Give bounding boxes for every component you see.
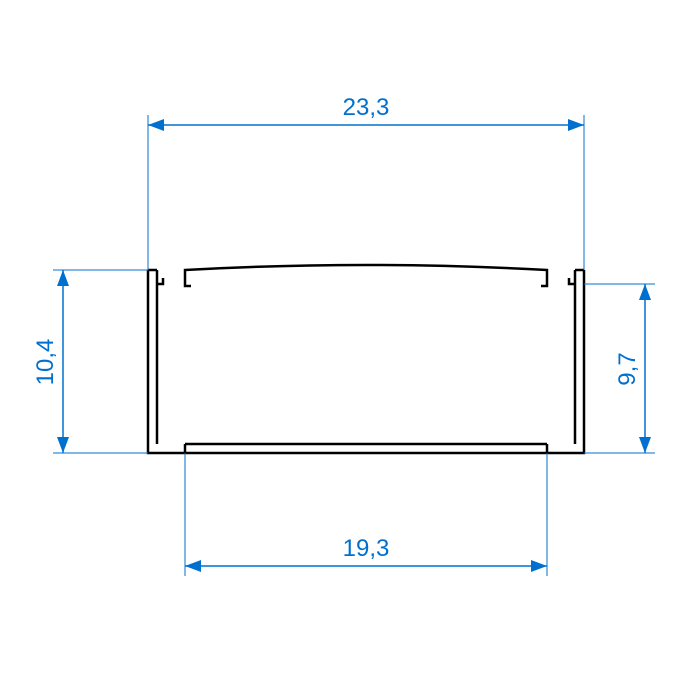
dim-arrow xyxy=(531,560,547,572)
dim-arrow xyxy=(568,119,584,131)
cover-tab-left xyxy=(185,280,191,286)
dim-bottom-label: 19,3 xyxy=(343,535,390,562)
lip-left xyxy=(148,270,163,284)
cover-tab-right xyxy=(541,280,547,286)
dim-left-label: 10,4 xyxy=(32,339,59,386)
dim-arrow xyxy=(57,437,69,453)
dim-arrow xyxy=(185,560,201,572)
dim-right-label: 9,7 xyxy=(614,352,641,385)
channel-outer xyxy=(148,270,584,453)
dim-arrow xyxy=(639,437,651,453)
dim-arrow xyxy=(639,284,651,300)
dim-arrow xyxy=(57,270,69,286)
dim-arrow xyxy=(148,119,164,131)
dim-top-label: 23,3 xyxy=(343,94,390,121)
cover-profile xyxy=(185,265,547,280)
lip-right xyxy=(569,270,584,284)
technical-drawing: 23,3 19,3 10,4 9,7 xyxy=(0,0,700,700)
